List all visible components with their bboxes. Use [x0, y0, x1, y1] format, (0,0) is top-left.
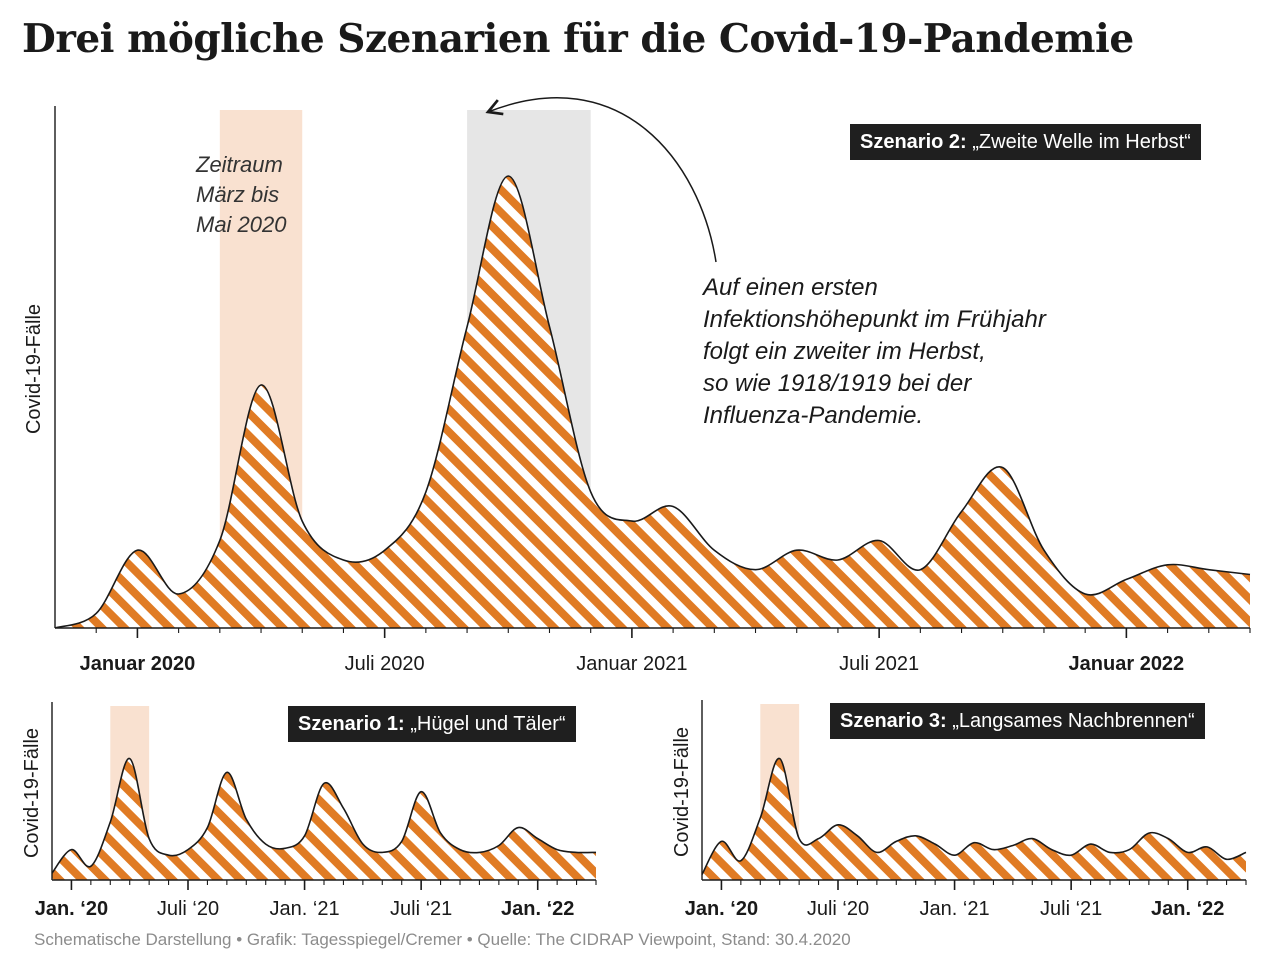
case-area-fill [702, 758, 1246, 880]
case-curve-line [701, 757, 1247, 875]
x-tick-label: Juli ‘20 [807, 898, 869, 920]
main-chart-scenario-2: Januar 2020 Juli 2020 Januar 2021 Juli 2021… [23, 97, 1251, 675]
x-tick-label: Juli 2020 [345, 653, 425, 675]
x-tick-label: Juli 2021 [839, 653, 919, 675]
case-area-fill [52, 758, 596, 880]
period-label-line: Zeitraum [195, 152, 283, 177]
period-label-line: Mai 2020 [196, 212, 287, 237]
scenario-2-label: Szenario 2: [860, 131, 967, 153]
mini-chart-scenario-3: Jan. ‘20 Juli ‘20 Jan. ‘21 Juli ‘21 Jan. ‘22… [671, 700, 1247, 920]
x-tick-label: Januar 2020 [80, 653, 196, 675]
x-tick-label: Juli ‘21 [1040, 898, 1102, 920]
y-axis-label: Covid-19-Fälle [21, 728, 43, 858]
y-axis-label: Covid-19-Fälle [23, 304, 45, 434]
scenario-2-tag: Szenario 2: „Zweite Welle im Herbst“ [850, 124, 1201, 160]
x-tick-label: Jan. ‘22 [1151, 898, 1224, 920]
annotation-line: so wie 1918/1919 bei der [703, 370, 972, 397]
scenario-1-tag: Szenario 1: „Hügel und Täler“ [288, 706, 576, 742]
annotation-line: Influenza-Pandemie. [703, 402, 923, 429]
case-curve-line [51, 757, 597, 874]
annotation-line: folgt ein zweiter im Herbst, [703, 338, 986, 365]
x-tick-label: Juli ‘21 [390, 898, 452, 920]
scenario-2-name: „Zweite Welle im Herbst“ [972, 131, 1191, 153]
case-curve-line [54, 175, 1251, 629]
x-tick-label: Jan. ‘21 [270, 898, 340, 920]
mini-chart-scenario-1: Jan. ‘20 Juli ‘20 Jan. ‘21 Juli ‘21 Jan. ‘22… [21, 702, 597, 920]
case-area-fill [55, 176, 1250, 628]
x-tick-label: Juli ‘20 [157, 898, 219, 920]
scenario-3-name: „Langsames Nachbrennen“ [952, 710, 1195, 732]
annotation-line: Infektionshöhepunkt im Frühjahr [703, 306, 1047, 333]
annotation-text: Auf einen ersten Infektionshöhepunkt im F… [701, 274, 1047, 429]
scenario-1-name: „Hügel und Täler“ [410, 713, 566, 735]
x-tick-label: Jan. ‘21 [920, 898, 990, 920]
x-tick-label: Jan. ‘20 [685, 898, 758, 920]
period-label-line: März bis [196, 182, 279, 207]
x-tick-label: Januar 2021 [576, 653, 687, 675]
y-axis-label: Covid-19-Fälle [671, 727, 693, 857]
scenario-3-label: Szenario 3: [840, 710, 947, 732]
annotation-line: Auf einen ersten [701, 274, 878, 301]
chart-title: Drei mögliche Szenarien für die Covid-19… [22, 16, 1134, 62]
scenario-1-label: Szenario 1: [298, 713, 405, 735]
annotation-arrow [485, 97, 717, 263]
scenario-3-tag: Szenario 3: „Langsames Nachbrennen“ [830, 703, 1205, 739]
source-footer: Schematische Darstellung • Grafik: Tages… [34, 930, 851, 949]
period-label: Zeitraum März bis Mai 2020 [195, 152, 287, 237]
x-tick-label: Jan. ‘22 [501, 898, 574, 920]
x-tick-label: Januar 2022 [1069, 653, 1185, 675]
x-tick-label: Jan. ‘20 [35, 898, 108, 920]
